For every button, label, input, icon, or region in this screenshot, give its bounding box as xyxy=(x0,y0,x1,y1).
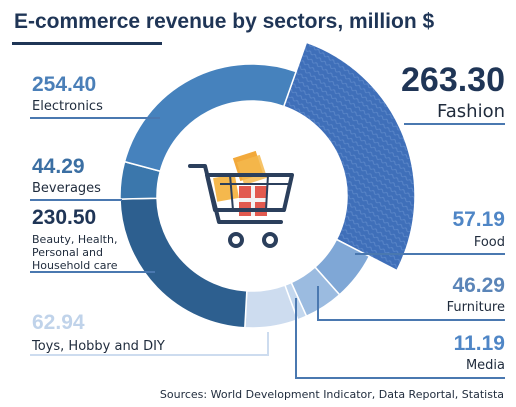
category-label-beauty-health-personal-and-household-care: Household care xyxy=(32,259,118,272)
source-note: Sources: World Development Indicator, Da… xyxy=(159,388,504,401)
title-underline xyxy=(12,42,162,45)
value-label-fashion: 263.30 xyxy=(401,61,505,99)
slice-beauty-health-personal-and-household-care xyxy=(119,197,248,329)
value-label-beauty-health-personal-and-household-care: 230.50 xyxy=(32,206,96,229)
value-label-furniture: 46.29 xyxy=(452,274,505,297)
leader-line-media xyxy=(295,298,505,379)
category-label-beverages: Beverages xyxy=(32,181,101,196)
slice-electronics xyxy=(123,63,298,173)
leader-line-furniture xyxy=(317,286,505,321)
category-label-electronics: Electronics xyxy=(32,99,103,114)
value-label-media: 11.19 xyxy=(454,332,505,355)
value-label-electronics: 254.40 xyxy=(32,73,96,96)
category-label-media: Media xyxy=(466,358,505,373)
value-label-food: 57.19 xyxy=(452,208,505,231)
shopping-cart-icon xyxy=(188,150,294,248)
category-label-toys-hobby-and-diy: Toys, Hobby and DIY xyxy=(31,339,165,354)
category-label-beauty-health-personal-and-household-care: Beauty, Health, xyxy=(32,233,117,246)
category-label-beauty-health-personal-and-household-care: Personal and xyxy=(32,246,103,259)
value-label-beverages: 44.29 xyxy=(32,155,85,178)
leader-line-toys-hobby-and-diy xyxy=(30,332,269,356)
slice-fashion xyxy=(282,41,416,272)
category-label-food: Food xyxy=(474,235,505,250)
category-label-fashion: Fashion xyxy=(437,101,505,122)
leader-lines xyxy=(30,117,505,379)
chart-title: E-commerce revenue by sectors, million $ xyxy=(14,10,435,33)
category-label-furniture: Furniture xyxy=(447,300,505,315)
value-label-toys-hobby-and-diy: 62.94 xyxy=(32,311,85,334)
